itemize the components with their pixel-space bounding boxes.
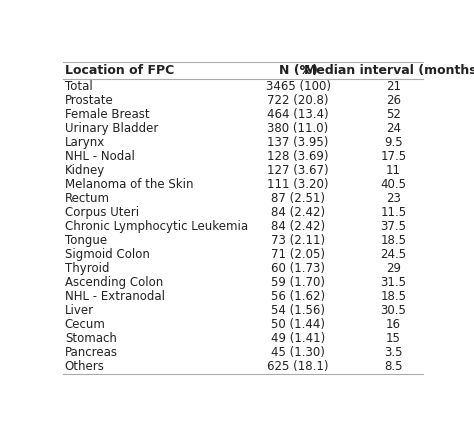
Text: 40.5: 40.5 <box>381 178 407 191</box>
Text: 21: 21 <box>386 80 401 93</box>
Text: 59 (1.70): 59 (1.70) <box>271 276 325 289</box>
Text: NHL - Extranodal: NHL - Extranodal <box>65 290 165 303</box>
Text: Chronic Lymphocytic Leukemia: Chronic Lymphocytic Leukemia <box>65 220 248 233</box>
Text: Corpus Uteri: Corpus Uteri <box>65 206 139 219</box>
Text: 3.5: 3.5 <box>384 346 403 359</box>
Text: 380 (11.0): 380 (11.0) <box>267 122 328 135</box>
Text: Others: Others <box>65 360 105 373</box>
Text: Melanoma of the Skin: Melanoma of the Skin <box>65 178 193 191</box>
Text: Prostate: Prostate <box>65 94 113 107</box>
Text: 30.5: 30.5 <box>381 304 407 317</box>
Text: 24: 24 <box>386 122 401 135</box>
Text: 464 (13.4): 464 (13.4) <box>267 108 329 121</box>
Text: Kidney: Kidney <box>65 164 105 177</box>
Text: 127 (3.67): 127 (3.67) <box>267 164 329 177</box>
Text: 29: 29 <box>386 262 401 275</box>
Text: 26: 26 <box>386 94 401 107</box>
Text: 722 (20.8): 722 (20.8) <box>267 94 329 107</box>
Text: 11.5: 11.5 <box>381 206 407 219</box>
Text: 71 (2.05): 71 (2.05) <box>271 248 325 261</box>
Text: 3465 (100): 3465 (100) <box>265 80 330 93</box>
Text: 8.5: 8.5 <box>384 360 403 373</box>
Text: 625 (18.1): 625 (18.1) <box>267 360 329 373</box>
Text: 9.5: 9.5 <box>384 136 403 149</box>
Text: Tongue: Tongue <box>65 234 107 247</box>
Text: 18.5: 18.5 <box>381 234 407 247</box>
Text: Sigmoid Colon: Sigmoid Colon <box>65 248 150 261</box>
Text: Thyroid: Thyroid <box>65 262 109 275</box>
Text: Pancreas: Pancreas <box>65 346 118 359</box>
Text: 128 (3.69): 128 (3.69) <box>267 150 329 163</box>
Text: 49 (1.41): 49 (1.41) <box>271 332 325 345</box>
Text: Location of FPC: Location of FPC <box>65 64 174 77</box>
Text: 73 (2.11): 73 (2.11) <box>271 234 325 247</box>
Text: N (%): N (%) <box>279 64 318 77</box>
Text: 11: 11 <box>386 164 401 177</box>
Text: 50 (1.44): 50 (1.44) <box>271 318 325 331</box>
Text: Stomach: Stomach <box>65 332 117 345</box>
Text: Rectum: Rectum <box>65 192 110 205</box>
Text: 15: 15 <box>386 332 401 345</box>
Text: Female Breast: Female Breast <box>65 108 149 121</box>
Text: 84 (2.42): 84 (2.42) <box>271 220 325 233</box>
Text: Urinary Bladder: Urinary Bladder <box>65 122 158 135</box>
Text: 17.5: 17.5 <box>381 150 407 163</box>
Text: Liver: Liver <box>65 304 94 317</box>
Text: 87 (2.51): 87 (2.51) <box>271 192 325 205</box>
Text: 54 (1.56): 54 (1.56) <box>271 304 325 317</box>
Text: Larynx: Larynx <box>65 136 105 149</box>
Text: 18.5: 18.5 <box>381 290 407 303</box>
Text: Cecum: Cecum <box>65 318 106 331</box>
Text: NHL - Nodal: NHL - Nodal <box>65 150 135 163</box>
Text: 31.5: 31.5 <box>381 276 407 289</box>
Text: 45 (1.30): 45 (1.30) <box>271 346 325 359</box>
Text: 56 (1.62): 56 (1.62) <box>271 290 325 303</box>
Text: Total: Total <box>65 80 92 93</box>
Text: Median interval (months): Median interval (months) <box>304 64 474 77</box>
Text: 52: 52 <box>386 108 401 121</box>
Text: 24.5: 24.5 <box>381 248 407 261</box>
Text: 37.5: 37.5 <box>381 220 407 233</box>
Text: 60 (1.73): 60 (1.73) <box>271 262 325 275</box>
Text: 23: 23 <box>386 192 401 205</box>
Text: 137 (3.95): 137 (3.95) <box>267 136 328 149</box>
Text: Ascending Colon: Ascending Colon <box>65 276 163 289</box>
Text: 16: 16 <box>386 318 401 331</box>
Text: 84 (2.42): 84 (2.42) <box>271 206 325 219</box>
Text: 111 (3.20): 111 (3.20) <box>267 178 329 191</box>
